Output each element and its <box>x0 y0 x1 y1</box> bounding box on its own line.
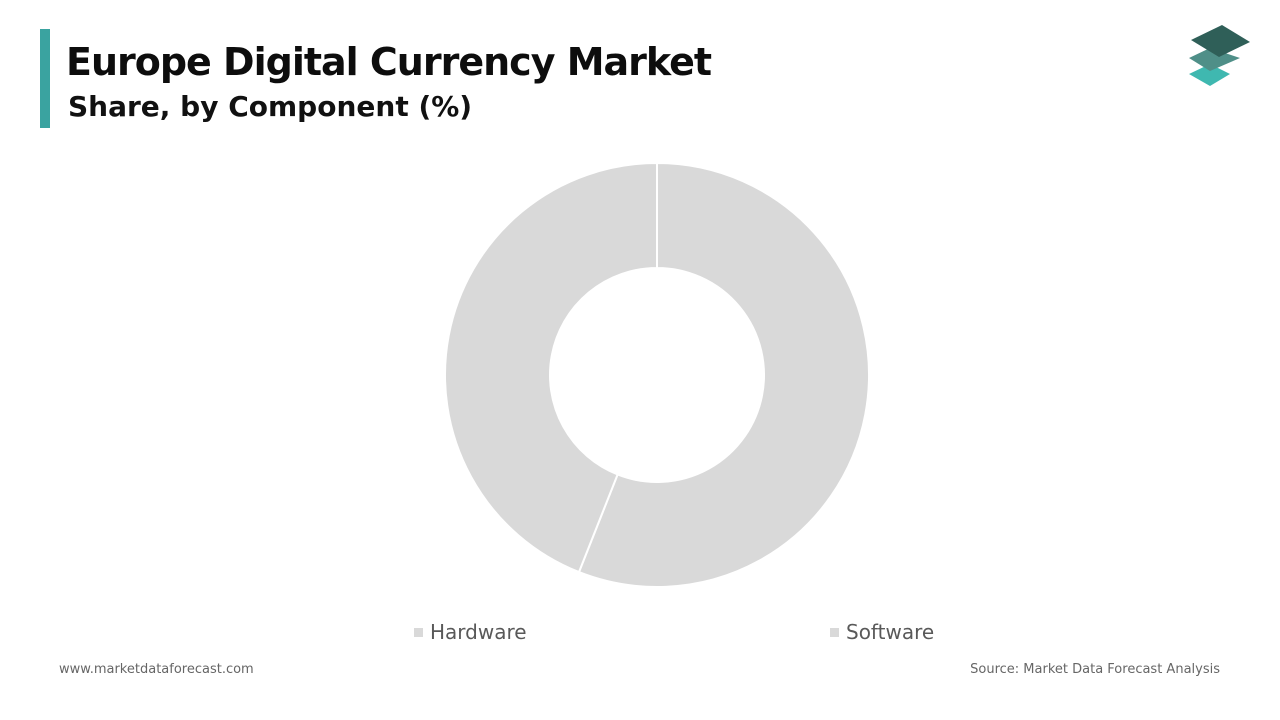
logo-layer-top <box>1191 25 1250 57</box>
footer-source: Source: Market Data Forecast Analysis <box>970 662 1220 677</box>
title-accent-bar <box>40 29 50 128</box>
footer-website: www.marketdataforecast.com <box>59 662 254 677</box>
legend-label-hardware: Hardware <box>430 620 527 644</box>
legend-item-hardware: Hardware <box>414 620 527 644</box>
logo-layer-bottom <box>1189 64 1230 86</box>
chart-subtitle: Share, by Component (%) <box>68 90 473 123</box>
donut-slice-software <box>577 161 870 588</box>
legend-swatch-hardware <box>414 627 423 637</box>
chart-title: Europe Digital Currency Market <box>66 40 712 84</box>
stacked-layers-icon <box>1189 25 1250 86</box>
legend-label-software: Software <box>846 620 935 644</box>
logo-layer-middle <box>1189 48 1240 71</box>
legend-swatch-software <box>830 627 839 637</box>
legend-item-software: Software <box>830 620 934 644</box>
donut-slice-hardware <box>444 161 658 574</box>
